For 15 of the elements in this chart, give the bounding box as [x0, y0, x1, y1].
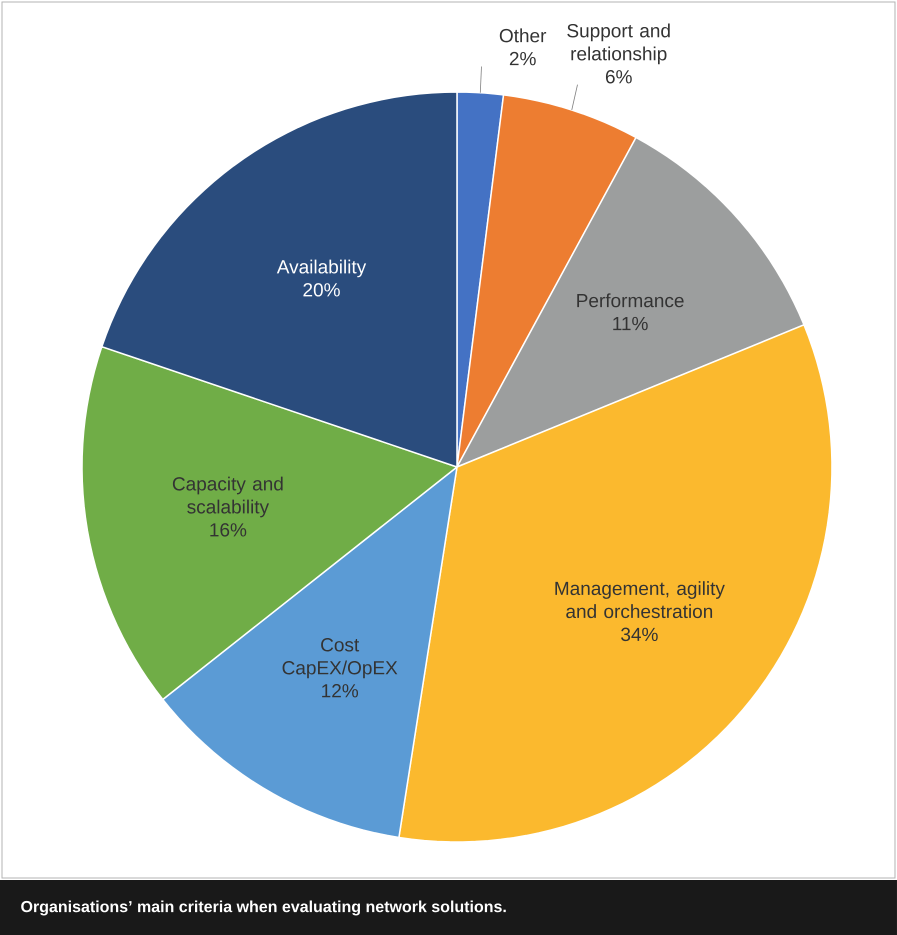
data-label: 34%: [621, 628, 658, 642]
text: Organisations’ main criteria when evaluating network solutions.: [21, 900, 506, 916]
slice-label: Availability: [276, 260, 366, 278]
data-label: 20%: [303, 283, 340, 297]
data-label: 16%: [210, 523, 246, 537]
data-label: 12%: [322, 684, 358, 698]
data-label: 6%: [606, 70, 632, 84]
slice-label: Management, agility and orchestration: [555, 581, 725, 618]
slice-label: Other: [500, 28, 546, 42]
slice-label: Support and relationship: [567, 23, 670, 64]
slice-label: Cost CapEX/OpEX: [282, 638, 398, 678]
slice-label: Performance: [577, 293, 684, 308]
data-label: 11%: [613, 316, 648, 330]
slice-label: Capacity and scalability: [172, 476, 283, 518]
data-label: 2%: [510, 52, 536, 66]
